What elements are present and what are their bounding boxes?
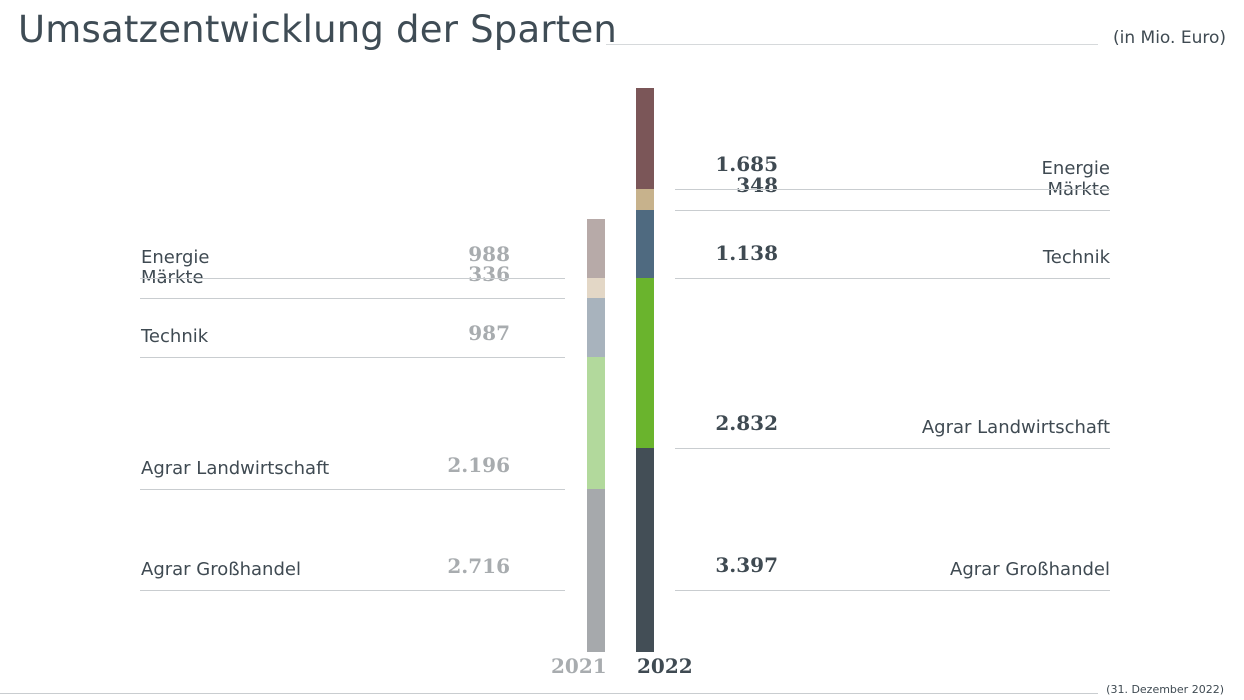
rule-2021-agrar-grosshandel	[140, 590, 565, 591]
category-label-2021: Technik	[141, 326, 209, 348]
rule-2021-energie	[140, 277, 565, 279]
chart-title: Umsatzentwicklung der Sparten	[18, 8, 618, 51]
footer-rule	[0, 693, 1098, 694]
value-label-2021: 2.196	[447, 453, 510, 478]
category-label-2022: Energie	[1041, 158, 1110, 180]
bar-2022-agrar-grosshandel	[636, 448, 654, 652]
category-label-2021: Agrar Landwirtschaft	[141, 458, 330, 480]
value-label-2022: 1.138	[715, 241, 778, 266]
rule-2022-technik	[675, 278, 1110, 280]
rule-2022-maerkte	[675, 209, 1110, 211]
bar-2021-maerkte	[587, 277, 605, 299]
value-label-2022: 348	[736, 172, 778, 197]
bar-2021-agrar-grosshandel	[587, 489, 605, 652]
bar-2022-technik	[636, 209, 654, 279]
value-label-2022: 1.685	[715, 152, 778, 177]
value-label-2021: 987	[468, 321, 510, 346]
rule-2021-agrar-landwirtschaft	[140, 489, 565, 491]
rule-2022-energie	[675, 189, 1110, 191]
category-label-2021: Energie	[141, 246, 210, 268]
category-label-2021: Märkte	[141, 267, 204, 289]
category-label-2021: Agrar Großhandel	[141, 559, 301, 580]
value-label-2021: 336	[468, 262, 510, 287]
unit-label: (in Mio. Euro)	[1113, 28, 1226, 48]
rule-2022-agrar-landwirtschaft	[675, 448, 1110, 450]
title-rule	[606, 44, 1098, 45]
bar-2022-maerkte	[636, 189, 654, 210]
value-label-2021: 988	[468, 241, 510, 266]
value-label-2022: 3.397	[715, 553, 778, 577]
category-label-2022: Technik	[1042, 247, 1110, 269]
value-label-2021: 2.716	[447, 554, 510, 578]
year-label-2022: 2022	[637, 654, 693, 678]
footnote: (31. Dezember 2022)	[1106, 683, 1224, 696]
rule-2022-agrar-grosshandel	[675, 590, 1110, 591]
category-label-2022: Agrar Landwirtschaft	[921, 417, 1110, 439]
bar-2021-energie	[587, 218, 605, 278]
rule-2021-technik	[140, 357, 565, 359]
bar-2022-agrar-landwirtschaft	[636, 278, 654, 449]
value-label-2022: 2.832	[715, 411, 778, 436]
year-label-2021: 2021	[551, 654, 607, 678]
bar-2021-agrar-landwirtschaft	[587, 357, 605, 490]
category-label-2022: Agrar Großhandel	[950, 559, 1110, 580]
rule-2021-maerkte	[140, 298, 565, 300]
bar-2021-technik	[587, 298, 605, 358]
bar-2022-energie	[636, 88, 654, 190]
